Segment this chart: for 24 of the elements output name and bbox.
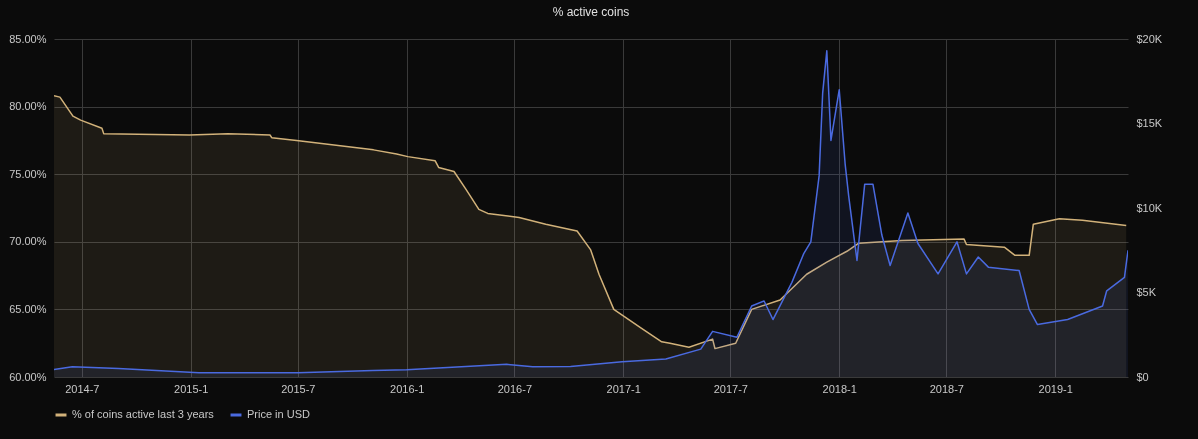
y-tick-label: 70.00% xyxy=(9,235,47,248)
y-tick-label: 85.00% xyxy=(9,32,47,45)
x-tick-label: 2015-1 xyxy=(174,382,209,395)
y-tick-label: 60.00% xyxy=(9,370,47,383)
chart-title: % active coins xyxy=(552,5,630,19)
y-tick-label: 65.00% xyxy=(9,302,47,315)
legend-label: % of coins active last 3 years xyxy=(72,408,215,420)
x-tick-label: 2016-1 xyxy=(390,382,425,395)
x-tick-label: 2017-1 xyxy=(606,382,641,395)
x-tick-label: 2018-7 xyxy=(929,382,964,395)
x-tick-label: 2017-7 xyxy=(713,382,748,395)
x-tick-label: 2014-7 xyxy=(65,382,100,395)
y2-tick-label: $10K xyxy=(1136,201,1163,214)
y2-tick-label: $15K xyxy=(1136,117,1163,129)
x-tick-label: 2018-1 xyxy=(822,382,857,395)
y2-tick-label: $0 xyxy=(1136,370,1149,383)
legend-label: Price in USD xyxy=(247,408,311,420)
y-tick-label: 75.00% xyxy=(9,167,47,180)
y-tick-label: 80.00% xyxy=(9,100,47,113)
y2-tick-label: $5K xyxy=(1136,286,1157,298)
x-tick-label: 2016-7 xyxy=(497,382,532,395)
x-tick-label: 2015-7 xyxy=(281,382,316,395)
x-tick-label: 2019-1 xyxy=(1038,382,1073,395)
y2-tick-label: $20K xyxy=(1136,32,1163,45)
